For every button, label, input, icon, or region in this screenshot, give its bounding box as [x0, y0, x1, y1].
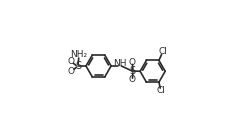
Text: S: S	[75, 61, 81, 71]
Text: O: O	[68, 67, 75, 76]
Text: Cl: Cl	[158, 47, 167, 56]
Text: S: S	[130, 66, 136, 76]
Text: Cl: Cl	[156, 86, 165, 95]
Text: NH₂: NH₂	[70, 50, 87, 59]
Text: O: O	[67, 57, 74, 66]
Text: O: O	[129, 58, 136, 67]
Text: O: O	[129, 75, 136, 84]
Text: NH: NH	[113, 59, 126, 68]
